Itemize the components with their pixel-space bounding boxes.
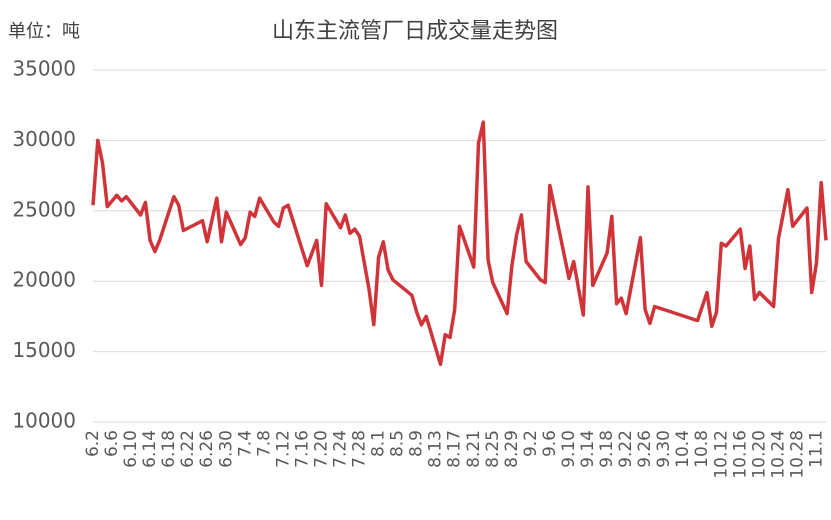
x-tick-label: 10.8 [692, 430, 712, 468]
x-tick-label: 9.6 [540, 430, 560, 457]
y-tick-label: 25000 [12, 197, 76, 221]
x-tick-label: 6.30 [216, 430, 236, 468]
x-tick-label: 7.16 [292, 430, 312, 468]
y-tick-label: 20000 [12, 268, 76, 292]
y-tick-label: 15000 [12, 338, 76, 362]
x-tick-label: 8.29 [502, 430, 522, 468]
x-tick-label: 10.28 [787, 430, 807, 479]
x-tick-label: 6.22 [178, 430, 198, 468]
x-tick-label: 8.9 [407, 430, 427, 457]
x-tick-label: 9.30 [654, 430, 674, 468]
x-tick-label: 10.12 [711, 430, 731, 479]
y-tick-label: 30000 [12, 127, 76, 151]
x-tick-label: 10.24 [768, 430, 788, 479]
x-tick-label: 9.18 [597, 430, 617, 468]
x-tick-label: 6.10 [121, 430, 141, 468]
x-tick-label: 10.16 [730, 430, 750, 479]
x-tick-label: 8.17 [445, 430, 465, 468]
x-tick-label: 10.20 [749, 430, 769, 479]
data-line [91, 120, 828, 367]
x-tick-label: 7.12 [273, 430, 293, 468]
y-tick-label: 10000 [12, 409, 76, 433]
x-tick-label: 10.4 [673, 430, 693, 468]
x-tick-label: 9.22 [616, 430, 636, 468]
x-tick-label: 8.5 [388, 430, 408, 457]
x-tick-label: 6.26 [197, 430, 217, 468]
x-tick-label: 8.21 [464, 430, 484, 468]
y-tick-label: 35000 [12, 57, 76, 81]
x-tick-label: 8.25 [483, 430, 503, 468]
x-tick-label: 7.4 [235, 430, 255, 457]
chart-title: 山东主流管厂日成交量走势图 [272, 19, 558, 44]
x-tick-label: 11.1 [806, 430, 826, 468]
unit-label: 单位：吨 [8, 21, 80, 42]
x-tick-label: 9.10 [559, 430, 579, 468]
x-tick-label: 6.6 [102, 430, 122, 457]
x-tick-label: 8.1 [369, 430, 389, 457]
x-tick-label: 6.18 [159, 430, 179, 468]
x-tick-label: 7.20 [311, 430, 331, 468]
x-tick-label: 9.2 [521, 430, 541, 457]
x-tick-label: 7.8 [254, 430, 274, 457]
x-tick-label: 6.14 [140, 430, 160, 468]
x-tick-label: 9.14 [578, 430, 598, 468]
x-tick-label: 9.26 [635, 430, 655, 468]
x-tick-label: 6.2 [83, 430, 103, 457]
x-tick-label: 8.13 [426, 430, 446, 468]
x-tick-label: 7.24 [331, 430, 351, 468]
x-tick-label: 7.28 [350, 430, 370, 468]
